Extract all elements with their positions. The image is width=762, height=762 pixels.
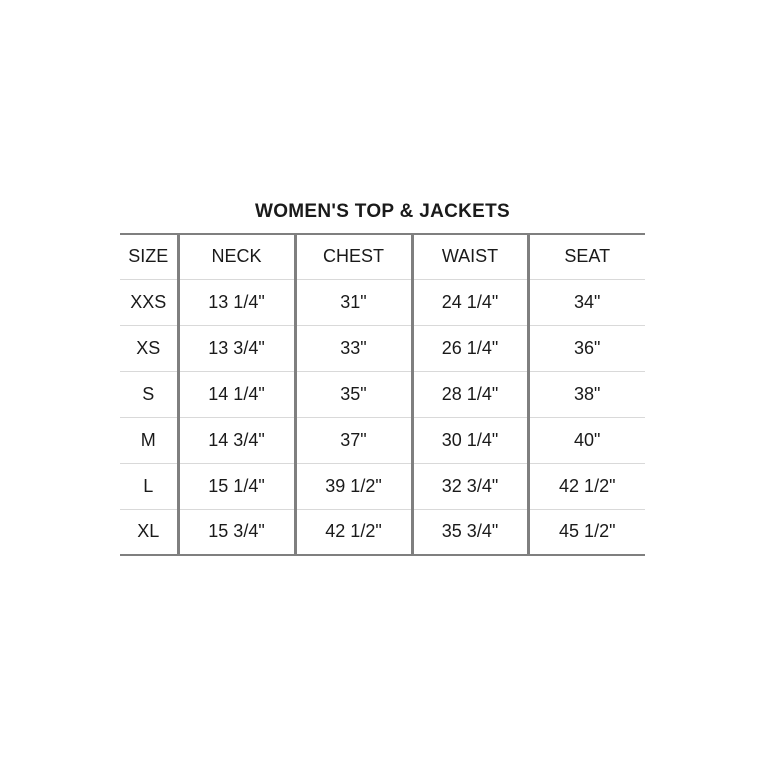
table-row: S 14 1/4" 35" 28 1/4" 38" (120, 370, 645, 417)
header-cell-waist: WAIST (412, 234, 530, 279)
header-cell-size: SIZE (120, 234, 180, 279)
size-chart-table: SIZE NECK CHEST WAIST SEAT XXS 13 1/4" 31"… (120, 233, 645, 556)
measurement-cell: 35 3/4" (412, 508, 530, 555)
measurement-cell: 13 1/4" (178, 278, 297, 325)
size-label-cell: XXS (120, 278, 180, 325)
measurement-cell: 31" (295, 278, 414, 325)
measurement-cell: 26 1/4" (412, 324, 530, 371)
measurement-cell: 40" (528, 416, 645, 463)
table-row: XS 13 3/4" 33" 26 1/4" 36" (120, 324, 645, 371)
measurement-cell: 15 1/4" (178, 462, 297, 509)
measurement-cell: 30 1/4" (412, 416, 530, 463)
measurement-cell: 42 1/2" (295, 508, 414, 555)
measurement-cell: 33" (295, 324, 414, 371)
size-label-cell: XL (120, 508, 180, 555)
measurement-cell: 37" (295, 416, 414, 463)
table-row: XL 15 3/4" 42 1/2" 35 3/4" 45 1/2" (120, 508, 645, 555)
table-header: SIZE NECK CHEST WAIST SEAT (120, 234, 645, 279)
measurement-cell: 38" (528, 370, 645, 417)
measurement-cell: 32 3/4" (412, 462, 530, 509)
measurement-cell: 34" (528, 278, 645, 325)
measurement-cell: 42 1/2" (528, 462, 645, 509)
size-label-cell: S (120, 370, 180, 417)
size-label-cell: L (120, 462, 180, 509)
table-row: M 14 3/4" 37" 30 1/4" 40" (120, 416, 645, 463)
header-row: SIZE NECK CHEST WAIST SEAT (120, 234, 645, 279)
measurement-cell: 15 3/4" (178, 508, 297, 555)
header-cell-seat: SEAT (528, 234, 645, 279)
table-body: XXS 13 1/4" 31" 24 1/4" 34" XS 13 3/4" 33" 26 1/… (120, 278, 645, 555)
page-title: WOMEN'S TOP & JACKETS (254, 201, 511, 222)
measurement-cell: 14 3/4" (178, 416, 297, 463)
measurement-cell: 35" (295, 370, 414, 417)
measurement-cell: 39 1/2" (295, 462, 414, 509)
header-cell-chest: CHEST (295, 234, 414, 279)
measurement-cell: 24 1/4" (412, 278, 530, 325)
measurement-cell: 28 1/4" (412, 370, 530, 417)
table-row: L 15 1/4" 39 1/2" 32 3/4" 42 1/2" (120, 462, 645, 509)
size-label-cell: XS (120, 324, 180, 371)
measurement-cell: 14 1/4" (178, 370, 297, 417)
header-cell-neck: NECK (178, 234, 297, 279)
measurement-cell: 36" (528, 324, 645, 371)
measurement-cell: 45 1/2" (528, 508, 645, 555)
table-row: XXS 13 1/4" 31" 24 1/4" 34" (120, 278, 645, 325)
size-label-cell: M (120, 416, 180, 463)
measurement-cell: 13 3/4" (178, 324, 297, 371)
